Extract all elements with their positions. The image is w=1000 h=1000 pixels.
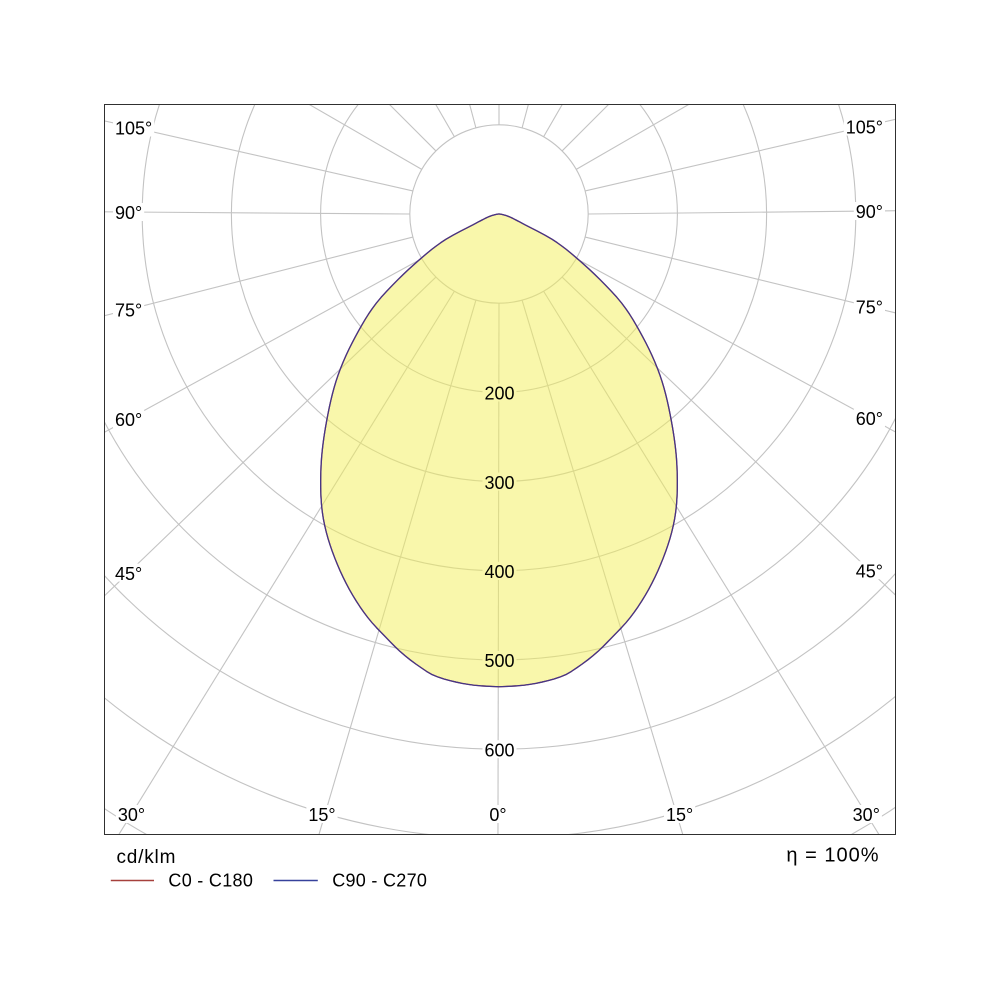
- svg-text:300: 300: [484, 473, 514, 493]
- svg-text:15°: 15°: [308, 805, 335, 825]
- svg-text:75°: 75°: [856, 298, 883, 318]
- svg-text:C0 - C180: C0 - C180: [168, 871, 253, 891]
- svg-text:30°: 30°: [118, 805, 145, 825]
- svg-text:400: 400: [484, 562, 514, 582]
- svg-text:0°: 0°: [489, 805, 506, 825]
- svg-text:90°: 90°: [115, 203, 142, 223]
- svg-text:15°: 15°: [666, 805, 693, 825]
- svg-text:cd/klm: cd/klm: [117, 847, 177, 868]
- svg-text:90°: 90°: [856, 202, 883, 222]
- svg-text:105°: 105°: [115, 119, 152, 139]
- svg-text:200: 200: [484, 384, 514, 404]
- svg-text:C90 - C270: C90 - C270: [332, 871, 427, 891]
- svg-text:30°: 30°: [853, 805, 880, 825]
- svg-text:600: 600: [484, 740, 514, 760]
- svg-text:η = 100%: η = 100%: [786, 845, 879, 867]
- svg-text:500: 500: [484, 651, 514, 671]
- svg-text:45°: 45°: [115, 564, 142, 584]
- svg-text:60°: 60°: [856, 409, 883, 429]
- svg-text:75°: 75°: [115, 301, 142, 321]
- svg-text:105°: 105°: [846, 118, 883, 138]
- svg-text:60°: 60°: [115, 410, 142, 430]
- svg-text:45°: 45°: [856, 561, 883, 581]
